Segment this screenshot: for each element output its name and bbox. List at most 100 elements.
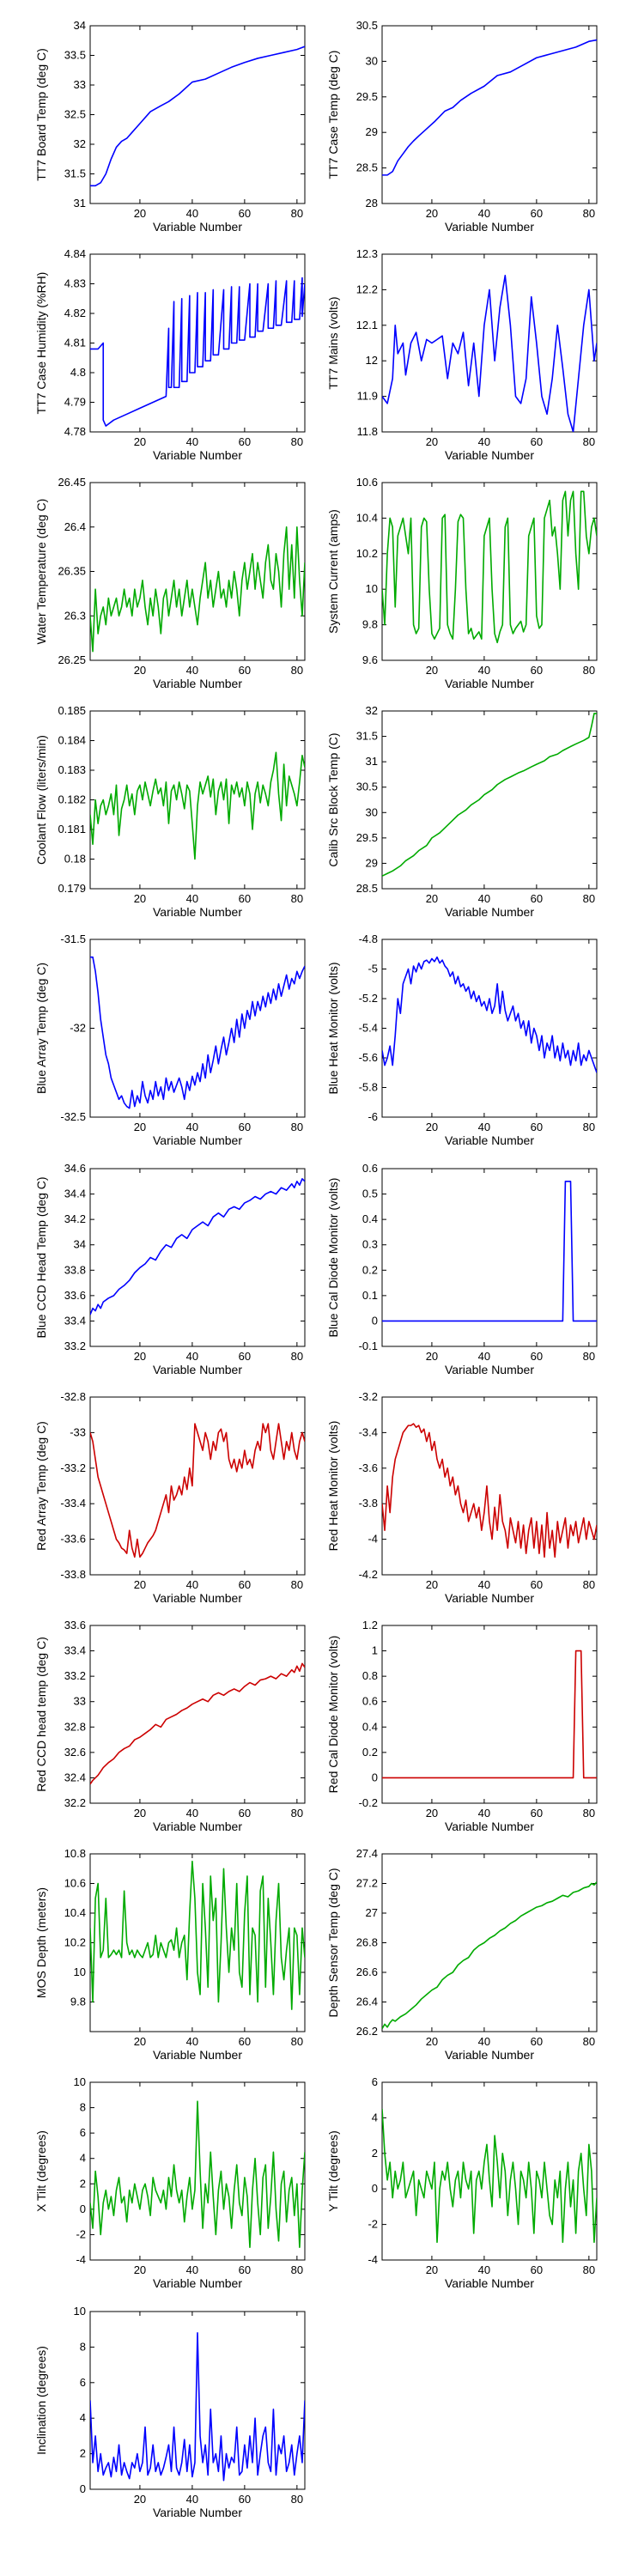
chart-panel-10: 20 40 60 80 -6 -5.8 -5.6 -5.4 -5.2 -5 -4.8 Variable… — [326, 933, 598, 1147]
x-tick-label: 60 — [239, 435, 251, 448]
plot-area — [89, 1625, 306, 1804]
y-tick-label: -3.2 — [359, 1390, 378, 1403]
x-tick-label: 80 — [583, 435, 595, 448]
chart-panel-16: 20 40 60 80 -0.2 0 0.2 0.4 0.6 0.8 1 1.2 Variable Nu… — [326, 1619, 598, 1833]
x-tick-label: 60 — [239, 1121, 251, 1133]
y-tick-label: 9.6 — [362, 653, 378, 666]
y-tick-label: 0.182 — [58, 793, 86, 806]
y-tick-label: -2 — [368, 2218, 378, 2231]
x-axis-label: Variable Number — [445, 1591, 534, 1605]
series-line — [382, 1423, 597, 1558]
y-tick-label: 4.82 — [64, 307, 86, 319]
plot-area — [381, 939, 598, 1118]
y-tick-label: -5 — [368, 963, 378, 975]
y-tick-label: 33.2 — [64, 1340, 86, 1352]
x-tick-label: 20 — [426, 1121, 438, 1133]
y-tick-label: 32.8 — [64, 1720, 86, 1733]
y-tick-label: 4.8 — [70, 366, 86, 379]
y-tick-label: 26.4 — [64, 520, 86, 533]
x-tick-label: 40 — [478, 2263, 490, 2276]
chart-panel-14: 20 40 60 80 -4.2 -4 -3.8 -3.6 -3.4 -3.2 Variable N… — [326, 1390, 598, 1605]
y-tick-label: 33.8 — [64, 1263, 86, 1276]
y-axis-label: Calib Src Block Temp (C) — [326, 732, 340, 866]
y-tick-label: -32.5 — [60, 1110, 86, 1123]
y-tick-label: -2 — [76, 2227, 86, 2240]
y-tick-label: 31.5 — [64, 167, 86, 180]
y-tick-label: 10.2 — [356, 547, 378, 560]
x-tick-label: 20 — [134, 2263, 146, 2276]
y-tick-label: 0.3 — [362, 1238, 378, 1251]
y-tick-label: -4.8 — [359, 933, 378, 945]
chart-panel-8: 20 40 60 80 28.5 29 29.5 30 30.5 31 31.5 32 Variable… — [326, 704, 598, 919]
x-tick-label: 80 — [291, 1350, 303, 1363]
x-tick-label: 40 — [186, 207, 198, 220]
y-tick-label: 11.8 — [357, 425, 378, 438]
x-tick-label: 20 — [134, 2493, 146, 2506]
y-tick-label: 12 — [366, 354, 378, 367]
series-line — [382, 1649, 597, 1779]
y-tick-label: 10.4 — [64, 1906, 86, 1919]
chart-panel-15: 20 40 60 80 32.2 32.4 32.6 32.8 33 33.2 33.4 33.6 Va… — [34, 1619, 306, 1833]
y-tick-label: 8 — [80, 2101, 86, 2114]
y-tick-label: 10.6 — [356, 476, 378, 489]
y-tick-label: 9.8 — [362, 618, 378, 631]
y-axis-label: Depth Sensor Temp (deg C) — [326, 1868, 340, 2017]
y-tick-label: 1.2 — [362, 1619, 378, 1631]
y-tick-label: 33.6 — [64, 1619, 86, 1631]
y-tick-label: 12.1 — [356, 319, 378, 331]
y-tick-label: -5.8 — [359, 1081, 378, 1094]
x-tick-label: 80 — [291, 664, 303, 677]
x-tick-label: 60 — [531, 2263, 543, 2276]
x-tick-label: 80 — [583, 2263, 595, 2276]
y-tick-label: 31 — [366, 755, 378, 768]
y-tick-label: 30.5 — [356, 781, 378, 793]
x-tick-label: 20 — [134, 1350, 146, 1363]
y-tick-label: 32 — [366, 704, 378, 717]
y-tick-label: 33 — [74, 1695, 86, 1708]
y-tick-label: -0.2 — [359, 1796, 378, 1809]
x-tick-label: 40 — [186, 892, 198, 905]
series-line — [90, 1662, 305, 1785]
x-tick-label: 20 — [426, 1350, 438, 1363]
y-tick-label: 10.8 — [64, 1847, 86, 1860]
y-tick-label: 26.35 — [58, 565, 86, 578]
y-tick-label: 32.6 — [64, 1746, 86, 1759]
x-tick-label: 40 — [478, 435, 490, 448]
x-tick-label: 80 — [583, 2035, 595, 2048]
y-tick-label: 33.4 — [64, 1644, 86, 1657]
plot-area — [381, 1396, 598, 1576]
x-axis-label: Variable Number — [445, 1820, 534, 1833]
series-line — [90, 526, 305, 653]
y-axis-label: Blue Heat Monitor (volts) — [326, 962, 340, 1094]
y-tick-label: 4 — [372, 2111, 378, 2123]
y-axis-label: MOS Depth (meters) — [34, 1887, 48, 1998]
x-axis-label: Variable Number — [445, 677, 534, 690]
y-tick-label: 26.2 — [356, 2025, 378, 2038]
plot-area — [89, 1168, 306, 1347]
x-tick-label: 60 — [239, 1807, 251, 1820]
y-tick-label: 27.2 — [356, 1877, 378, 1890]
y-tick-label: 26.45 — [58, 476, 86, 489]
x-tick-label: 20 — [134, 207, 146, 220]
x-tick-label: 80 — [291, 207, 303, 220]
y-tick-label: 34.4 — [64, 1188, 86, 1200]
y-tick-label: 1 — [372, 1644, 378, 1657]
y-tick-label: 26.6 — [356, 1965, 378, 1978]
series-line — [382, 490, 597, 644]
x-tick-label: 60 — [239, 2263, 251, 2276]
x-tick-label: 40 — [186, 1350, 198, 1363]
x-axis-label: Variable Number — [153, 905, 242, 919]
y-tick-label: 33 — [74, 78, 86, 91]
y-tick-label: 30 — [366, 805, 378, 818]
y-tick-label: 31 — [74, 197, 86, 210]
y-tick-label: -33.2 — [60, 1461, 86, 1474]
y-tick-label: 27.4 — [356, 1847, 378, 1860]
y-tick-label: -0.1 — [359, 1340, 378, 1352]
y-tick-label: 0.2 — [362, 1746, 378, 1759]
y-tick-label: 28.5 — [356, 882, 378, 895]
x-axis-label: Variable Number — [153, 2506, 242, 2519]
y-tick-label: 29 — [366, 125, 378, 138]
x-tick-label: 80 — [583, 1350, 595, 1363]
y-tick-label: -4 — [368, 1533, 378, 1546]
y-tick-label: 9.8 — [70, 1996, 86, 2008]
